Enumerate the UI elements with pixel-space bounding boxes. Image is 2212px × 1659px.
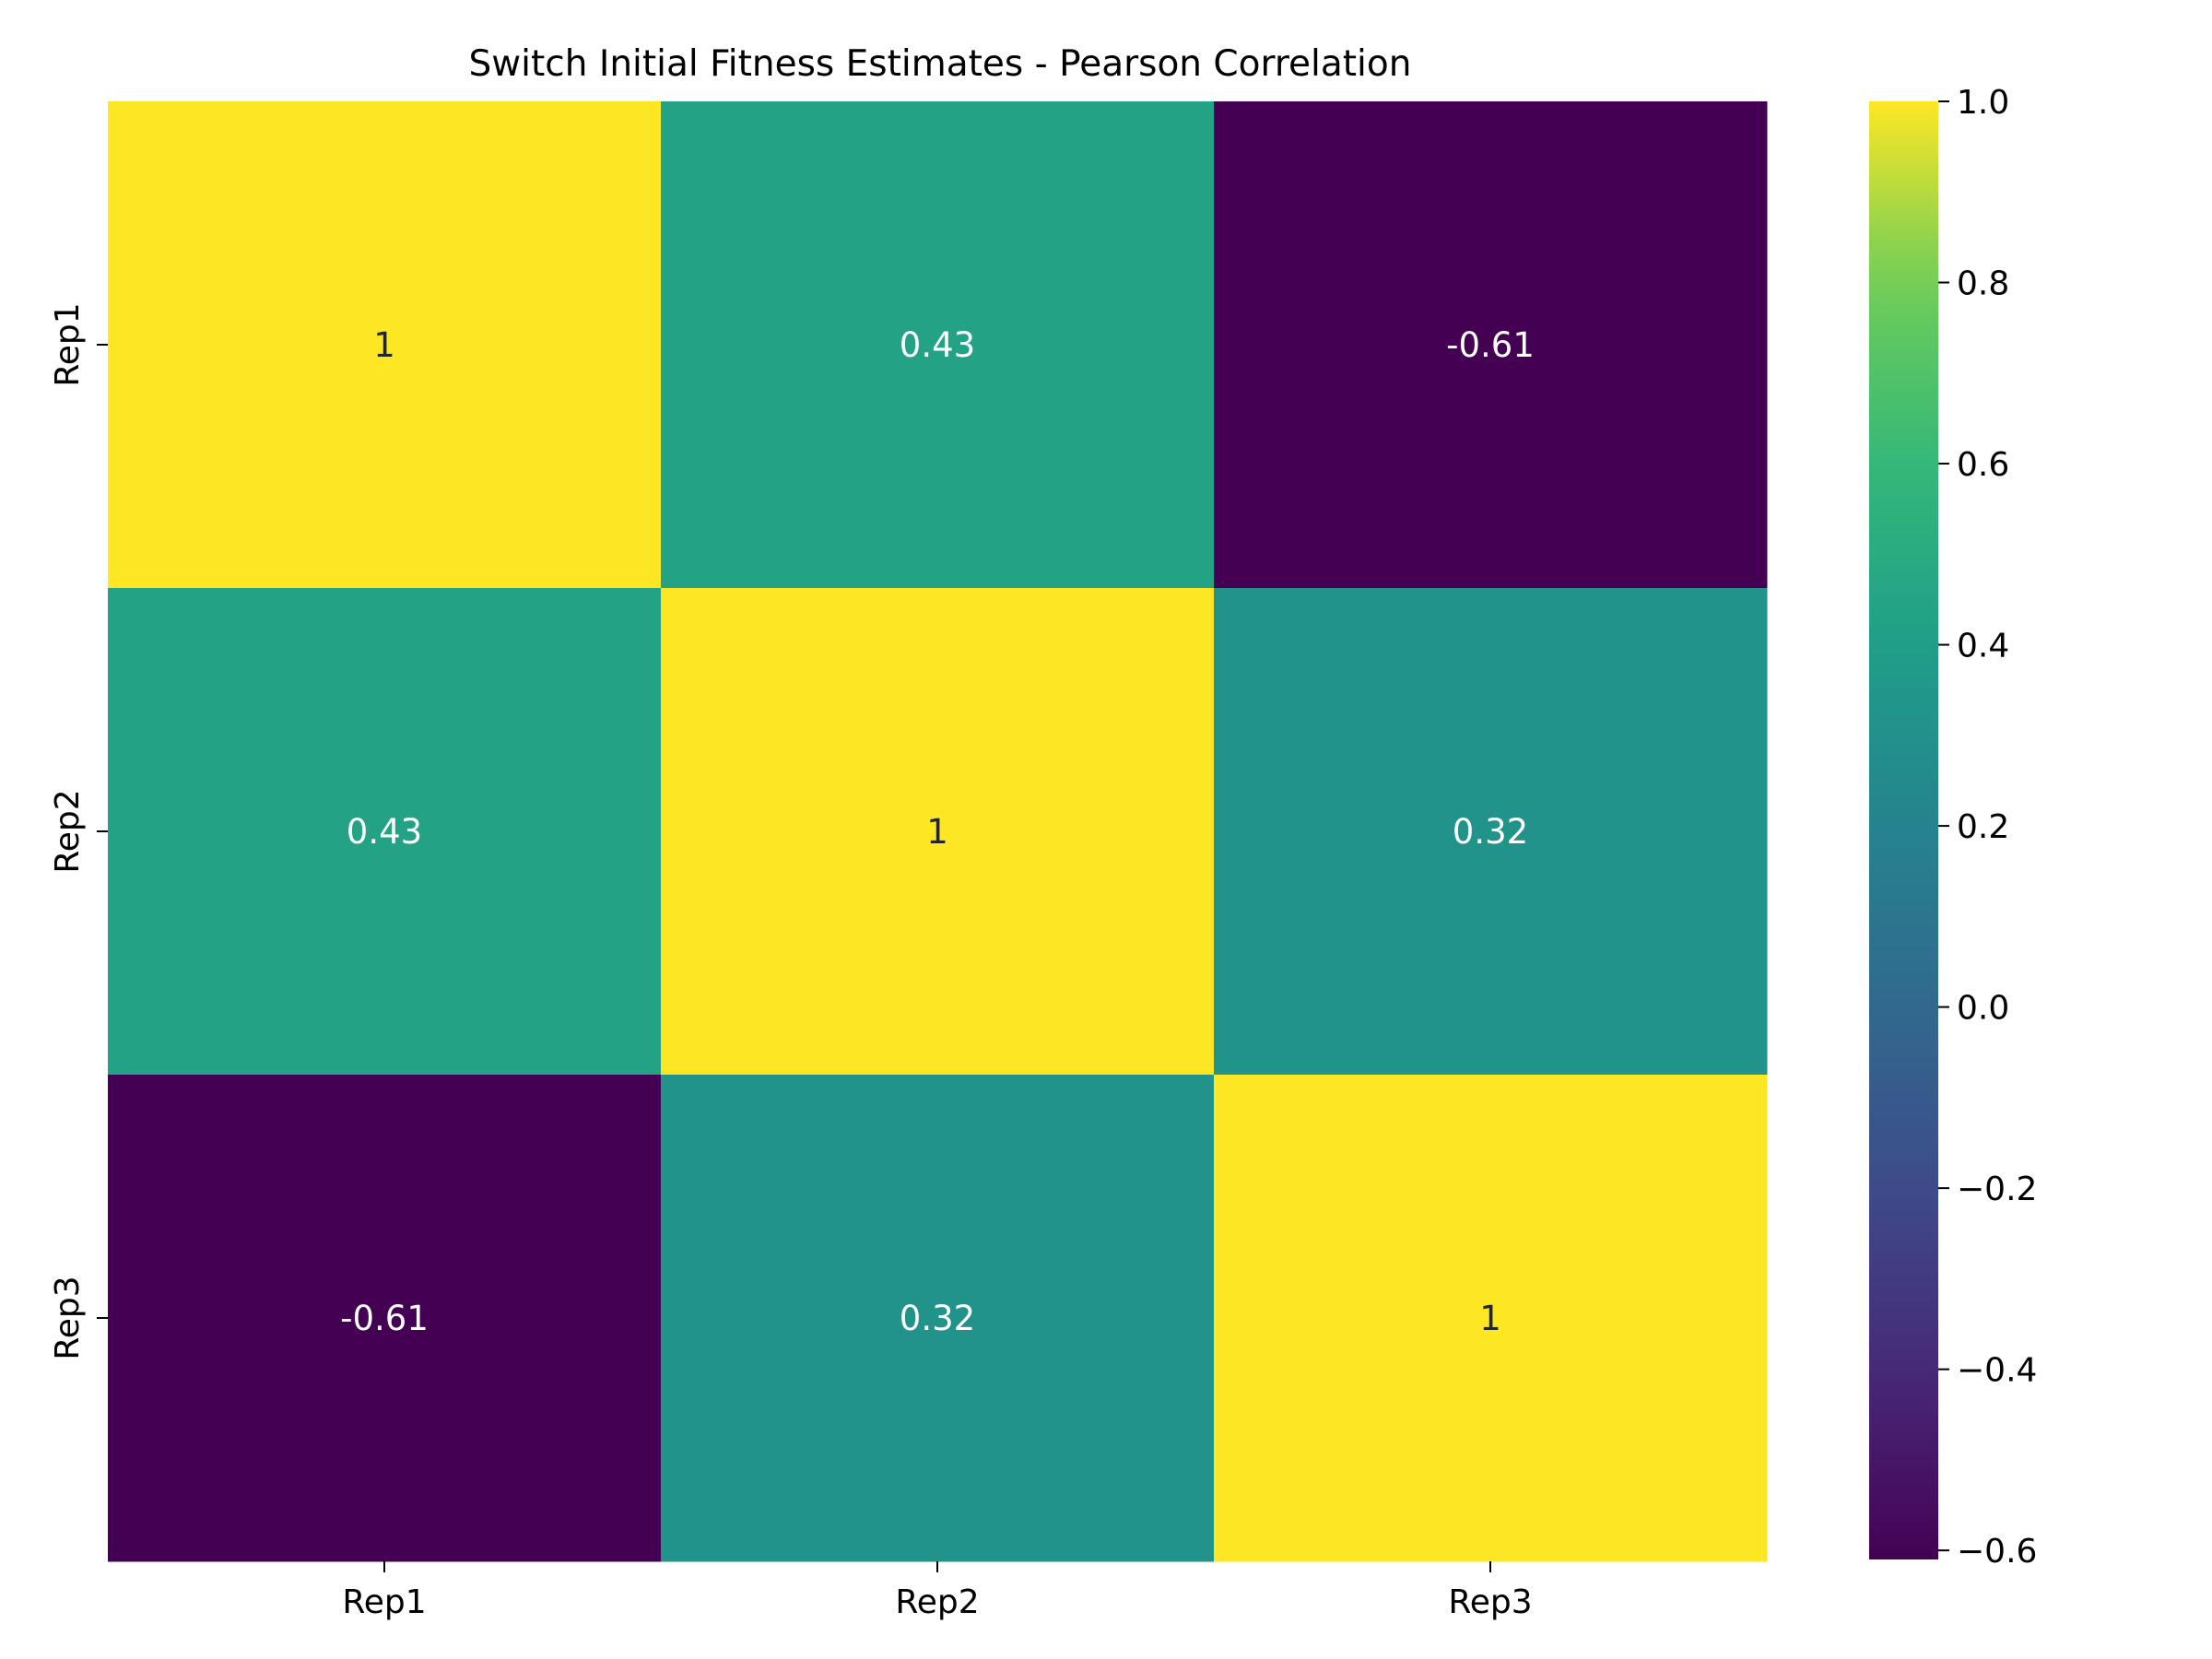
colorbar-tick-label: 0.8: [1957, 265, 2009, 303]
heatmap-cell: [108, 1075, 662, 1562]
colorbar: −0.6 −0.4 −0.2 0.0 0.2 0.4 0.6 0.8 1.0: [1869, 84, 2037, 1571]
cell-value-label: 1: [926, 812, 948, 852]
cell-value-label: 0.32: [1453, 812, 1528, 852]
heatmap-cell: [108, 101, 662, 589]
cell-value-label: 0.43: [347, 812, 422, 852]
cell-value-label: 0.32: [900, 1299, 975, 1338]
colorbar-tick-label: −0.6: [1957, 1533, 2037, 1571]
heatmap-cell: [108, 588, 662, 1076]
colorbar-gradient: [1869, 101, 1938, 1559]
heatmap-cell: [1214, 588, 1768, 1076]
heatmap-cell: [1214, 101, 1768, 589]
heatmap-cell-labels: 1 0.43 -0.61 0.43 1 0.32 -0.61 0.32 1: [340, 325, 1535, 1338]
heatmap-cell: [1214, 1075, 1768, 1562]
colorbar-tick-label: −0.4: [1957, 1352, 2037, 1390]
colorbar-tick-label: 1.0: [1957, 84, 2009, 122]
colorbar-tick-label: 0.6: [1957, 446, 2009, 484]
y-tick-label: Rep3: [49, 1276, 87, 1359]
cell-value-label: 1: [1479, 1299, 1501, 1338]
heatmap-cell: [661, 101, 1215, 589]
y-tick-label: Rep2: [49, 789, 87, 873]
heatmap-cells: [108, 101, 1768, 1562]
heatmap-cell: [661, 588, 1215, 1076]
cell-value-label: -0.61: [1446, 325, 1535, 365]
cell-value-label: 0.43: [900, 325, 975, 365]
colorbar-tick-label: 0.4: [1957, 628, 2009, 665]
x-tick-label: Rep1: [342, 1583, 426, 1621]
heatmap-cell: [661, 1075, 1215, 1562]
chart-title: Switch Initial Fitness Estimates - Pears…: [469, 43, 1412, 85]
y-tick-label: Rep1: [49, 302, 87, 386]
colorbar-tick-label: 0.0: [1957, 990, 2009, 1028]
cell-value-label: 1: [373, 325, 395, 365]
x-axis: Rep1 Rep2 Rep3: [342, 1561, 1533, 1621]
colorbar-tick-label: 0.2: [1957, 808, 2009, 846]
x-tick-label: Rep3: [1448, 1583, 1532, 1621]
x-tick-label: Rep2: [895, 1583, 979, 1621]
y-axis: Rep1 Rep2 Rep3: [49, 302, 108, 1360]
colorbar-tick-label: −0.2: [1957, 1171, 2037, 1208]
cell-value-label: -0.61: [340, 1299, 429, 1338]
